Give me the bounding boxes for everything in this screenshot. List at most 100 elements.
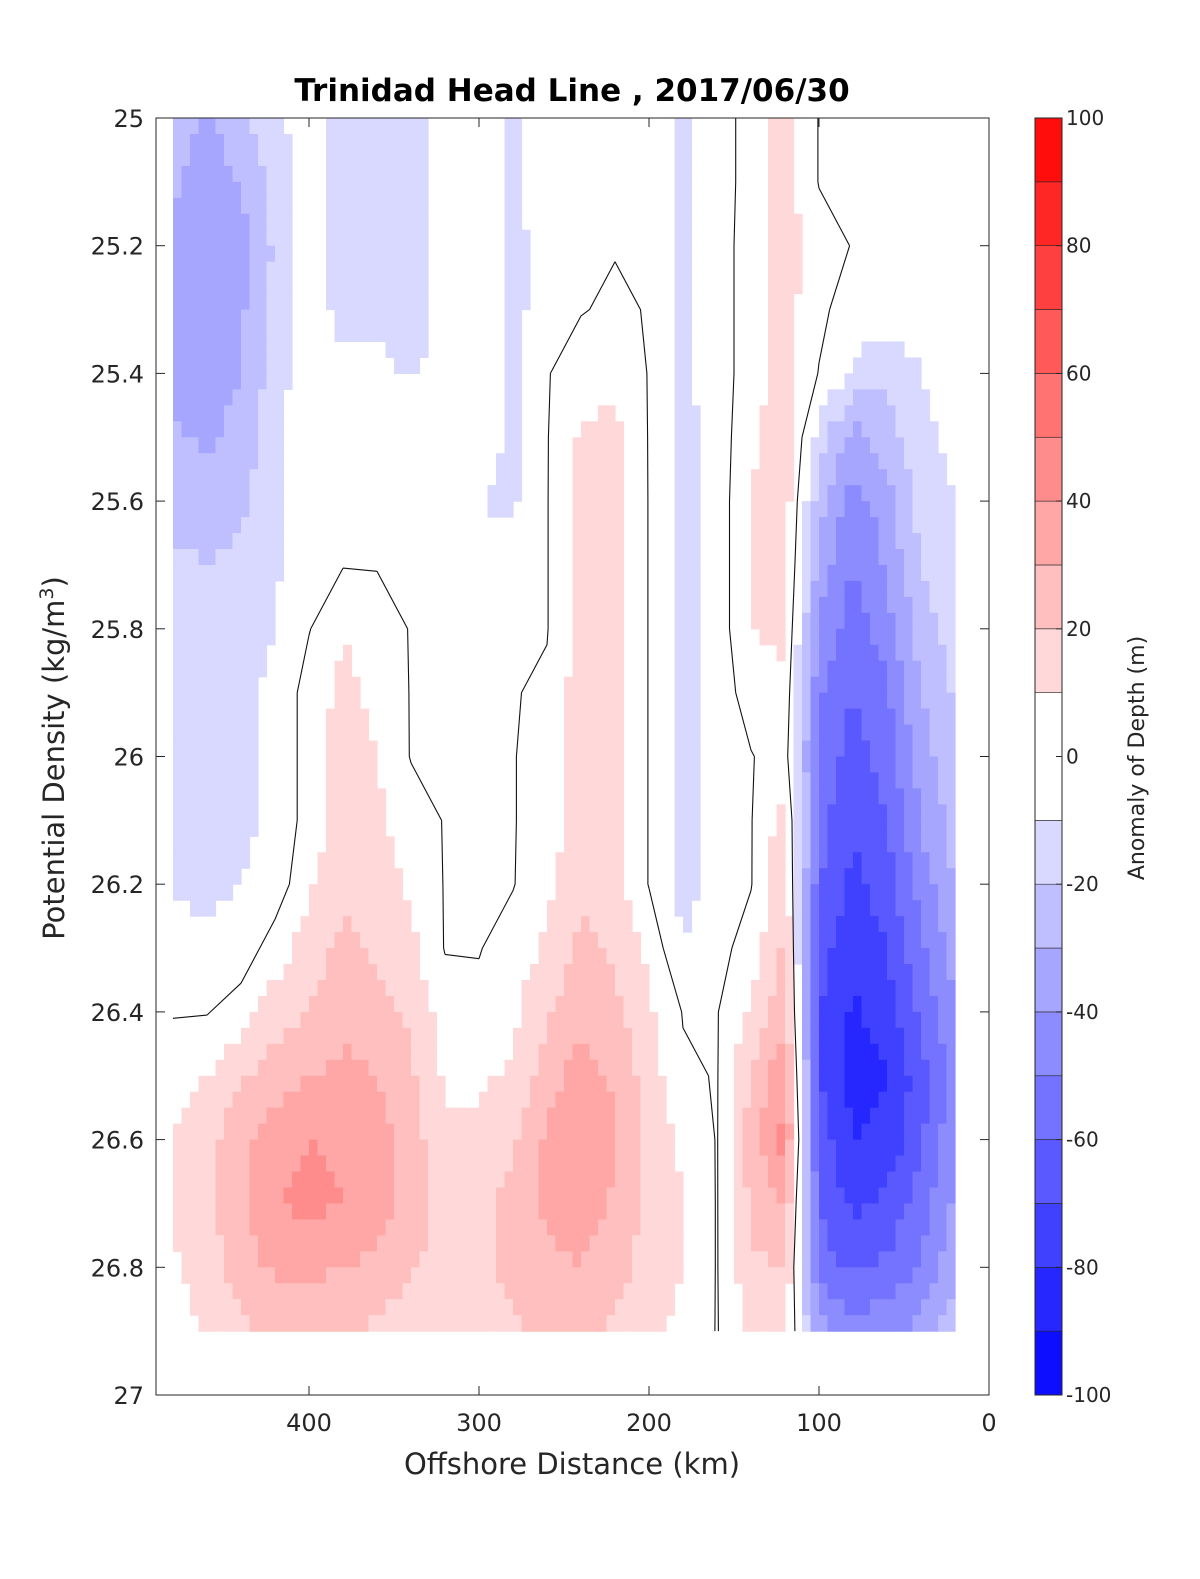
contour-cell	[343, 1187, 353, 1205]
contour-cell	[351, 724, 361, 742]
contour-cell	[768, 948, 778, 965]
contour-cell	[598, 1251, 608, 1268]
contour-cell	[224, 165, 234, 183]
contour-cell	[938, 1075, 948, 1093]
contour-cell	[904, 1267, 914, 1284]
contour-cell	[547, 1187, 557, 1205]
contour-cell	[360, 1235, 370, 1252]
contour-cell	[844, 820, 854, 837]
contour-cell	[249, 1315, 259, 1332]
contour-cell	[938, 708, 948, 726]
contour-cell	[606, 644, 616, 662]
contour-cell	[938, 900, 948, 917]
contour-cell	[292, 1187, 302, 1205]
contour-cell	[742, 1235, 752, 1252]
contour-cell	[581, 1139, 591, 1157]
contour-cell	[606, 405, 616, 422]
contour-cell	[470, 1107, 480, 1125]
contour-cell	[360, 277, 370, 295]
contour-cell	[870, 660, 880, 678]
contour-cell	[207, 277, 217, 295]
x-tick-label: 400	[286, 1409, 332, 1437]
contour-cell	[606, 1187, 616, 1205]
contour-cell	[615, 948, 625, 965]
contour-cell	[776, 868, 786, 885]
contour-cell	[207, 612, 217, 630]
contour-cell	[887, 979, 897, 997]
contour-cell	[615, 995, 625, 1013]
contour-cell	[275, 1075, 285, 1093]
contour-cell	[292, 1203, 302, 1221]
contour-cell	[938, 644, 948, 662]
contour-cell	[904, 852, 914, 869]
contour-cell	[615, 772, 625, 790]
contour-cell	[411, 1203, 421, 1221]
contour-cell	[895, 1155, 905, 1173]
contour-cell	[887, 548, 897, 566]
contour-cell	[759, 1283, 769, 1300]
contour-cell	[326, 932, 336, 949]
contour-cell	[326, 979, 336, 997]
contour-cell	[615, 501, 625, 518]
contour-cell	[887, 1011, 897, 1029]
contour-cell	[181, 277, 191, 295]
contour-cell	[360, 1283, 370, 1300]
contour-cell	[887, 708, 897, 726]
contour-cell	[776, 900, 786, 917]
contour-cell	[266, 564, 276, 582]
contour-cell	[615, 1043, 625, 1061]
contour-cell	[521, 261, 531, 279]
contour-cell	[198, 772, 208, 790]
contour-cell	[819, 1267, 829, 1284]
contour-cell	[419, 1043, 429, 1061]
contour-cell	[402, 245, 412, 263]
contour-cell	[181, 245, 191, 263]
contour-cell	[360, 229, 370, 247]
contour-cell	[691, 644, 701, 662]
contour-cell	[572, 437, 582, 454]
contour-cell	[606, 612, 616, 630]
contour-cell	[768, 868, 778, 885]
contour-cell	[912, 580, 922, 598]
contour-cell	[173, 612, 183, 630]
contour-cell	[929, 1107, 939, 1125]
contour-cell	[411, 1027, 421, 1045]
contour-cell	[810, 548, 820, 566]
contour-cell	[232, 676, 242, 694]
contour-cell	[921, 1059, 931, 1077]
contour-cell	[785, 916, 795, 933]
contour-cell	[258, 1251, 268, 1268]
contour-cell	[351, 1203, 361, 1221]
contour-cell	[326, 245, 336, 263]
contour-cell	[555, 916, 565, 933]
contour-cell	[598, 932, 608, 949]
contour-cell	[326, 213, 336, 231]
contour-cell	[938, 692, 948, 710]
contour-cell	[598, 995, 608, 1013]
contour-cell	[377, 964, 387, 981]
contour-cell	[564, 788, 574, 805]
contour-cell	[555, 884, 565, 901]
contour-cell	[428, 1091, 438, 1109]
contour-cell	[334, 165, 344, 183]
contour-cell	[283, 245, 293, 263]
contour-cell	[419, 1315, 429, 1332]
contour-cell	[436, 1171, 446, 1189]
contour-cell	[360, 325, 370, 343]
contour-cell	[904, 612, 914, 630]
contour-cell	[283, 1043, 293, 1061]
contour-cell	[598, 564, 608, 582]
contour-cell	[453, 1235, 463, 1252]
contour-cell	[198, 628, 208, 646]
contour-cell	[496, 1283, 506, 1300]
contour-cell	[581, 979, 591, 997]
contour-cell	[181, 692, 191, 710]
contour-cell	[266, 181, 276, 199]
contour-cell	[249, 1235, 259, 1252]
contour-cell	[606, 1219, 616, 1236]
contour-cell	[921, 948, 931, 965]
contour-cell	[181, 309, 191, 327]
contour-cell	[810, 564, 820, 582]
contour-cell	[249, 1219, 259, 1236]
contour-cell	[360, 1299, 370, 1316]
